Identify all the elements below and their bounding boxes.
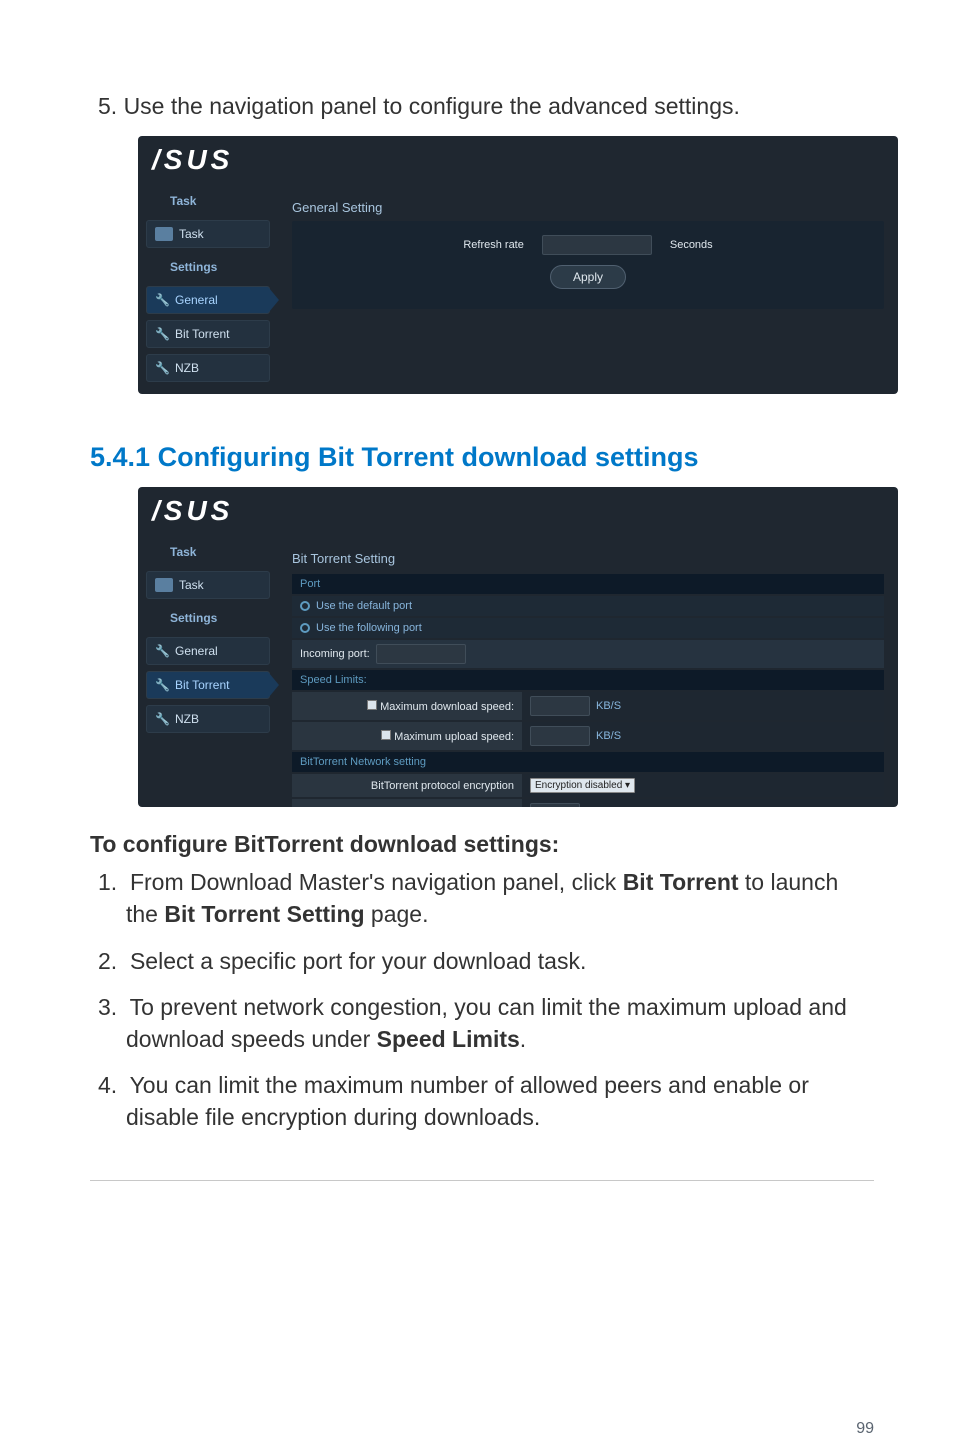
sidebar-heading-task: Task — [146, 188, 270, 214]
apply-button[interactable]: Apply — [550, 265, 626, 289]
step-num: 1. — [98, 869, 117, 895]
task-icon — [155, 578, 173, 592]
asus-logo: /SUS — [138, 487, 898, 535]
step-num: 4. — [98, 1072, 117, 1098]
sidebar-item-label: Task — [179, 578, 204, 592]
footer-rule — [90, 1180, 874, 1181]
screenshot-general-setting: /SUS Task Task Settings 🔧 General 🔧 Bit … — [138, 136, 898, 394]
sidebar-item-nzb[interactable]: 🔧 NZB — [146, 354, 270, 382]
sidebar-item-nzb[interactable]: 🔧 NZB — [146, 705, 270, 733]
max-dl-label: Maximum download speed: — [380, 701, 514, 713]
max-ul-input[interactable] — [530, 726, 590, 746]
sidebar-item-label: General — [175, 293, 218, 307]
sidebar-heading-settings: Settings — [146, 605, 270, 631]
radio-following-port[interactable] — [300, 623, 310, 633]
sidebar-item-general[interactable]: 🔧 General — [146, 286, 270, 314]
sidebar-item-label: Bit Torrent — [175, 678, 229, 692]
wrench-icon: 🔧 — [155, 678, 169, 692]
refresh-rate-input[interactable] — [542, 235, 652, 255]
seconds-label: Seconds — [670, 239, 713, 251]
step-3: 3. To prevent network congestion, you ca… — [90, 991, 874, 1055]
opt-default-port: Use the default port — [316, 600, 412, 612]
wrench-icon: 🔧 — [155, 644, 169, 658]
asus-logo: /SUS — [138, 136, 898, 184]
wrench-icon: 🔧 — [155, 361, 169, 375]
chk-max-ul[interactable] — [381, 730, 391, 740]
sidebar-item-bittorrent[interactable]: 🔧 Bit Torrent — [146, 671, 270, 699]
step-num: 3. — [98, 994, 117, 1020]
max-dl-input[interactable] — [530, 696, 590, 716]
max-ul-label: Maximum upload speed: — [394, 731, 514, 743]
step-4: 4. You can limit the maximum number of a… — [90, 1069, 874, 1133]
step-1: 1. From Download Master's navigation pan… — [90, 866, 874, 930]
sidebar-item-label: General — [175, 644, 218, 658]
screenshot-bittorrent-setting: /SUS Task Task Settings 🔧 General 🔧 Bit … — [138, 487, 898, 807]
sidebar-heading-task: Task — [146, 539, 270, 565]
main-panel: Bit Torrent Setting Port Use the default… — [278, 535, 898, 807]
section-heading: 5.4.1 Configuring Bit Torrent download s… — [90, 442, 874, 473]
section-number: 5.4.1 — [90, 442, 150, 472]
sidebar-item-general[interactable]: 🔧 General — [146, 637, 270, 665]
sidebar-heading-settings: Settings — [146, 254, 270, 280]
kbs-unit: KB/S — [596, 700, 621, 712]
section-port: Port — [292, 574, 884, 594]
chk-max-dl[interactable] — [367, 700, 377, 710]
refresh-rate-label: Refresh rate — [463, 239, 524, 251]
subheading: To configure BitTorrent download setting… — [90, 831, 874, 858]
sidebar-item-label: NZB — [175, 361, 199, 375]
radio-default-port[interactable] — [300, 601, 310, 611]
task-icon — [155, 227, 173, 241]
incoming-port-label: Incoming port: — [300, 648, 370, 660]
encryption-label: BitTorrent protocol encryption — [292, 776, 522, 796]
section-network: BitTorrent Network setting — [292, 752, 884, 772]
kbs-unit: KB/S — [596, 730, 621, 742]
main-panel: General Setting Refresh rate Seconds App… — [278, 184, 898, 392]
opt-following-port: Use the following port — [316, 622, 422, 634]
incoming-port-input[interactable] — [376, 644, 466, 664]
sidebar-item-label: NZB — [175, 712, 199, 726]
sidebar-item-label: Bit Torrent — [175, 327, 229, 341]
sidebar-item-bittorrent[interactable]: 🔧 Bit Torrent — [146, 320, 270, 348]
panel-title: Bit Torrent Setting — [292, 545, 884, 572]
wrench-icon: 🔧 — [155, 712, 169, 726]
sidebar-item-task[interactable]: Task — [146, 220, 270, 248]
wrench-icon: 🔧 — [155, 293, 169, 307]
step-5: 5. Use the navigation panel to configure… — [90, 90, 874, 122]
sidebar-item-label: Task — [179, 227, 204, 241]
section-title: Configuring Bit Torrent download setting… — [158, 442, 699, 472]
encryption-select[interactable]: Encryption disabled ▾ — [530, 778, 635, 793]
wrench-icon: 🔧 — [155, 327, 169, 341]
max-peers-input[interactable] — [530, 803, 580, 807]
section-speed-limits: Speed Limits: — [292, 670, 884, 690]
sidebar-item-task[interactable]: Task — [146, 571, 270, 599]
page-number: 99 — [856, 1420, 874, 1438]
max-peers-label: Max peers allowed per torrent — [292, 803, 522, 807]
step-2: 2. Select a specific port for your downl… — [90, 945, 874, 977]
sidebar: Task Task Settings 🔧 General 🔧 Bit Torre… — [138, 184, 278, 392]
step-num: 2. — [98, 948, 117, 974]
sidebar: Task Task Settings 🔧 General 🔧 Bit Torre… — [138, 535, 278, 807]
panel-title: General Setting — [292, 194, 884, 221]
